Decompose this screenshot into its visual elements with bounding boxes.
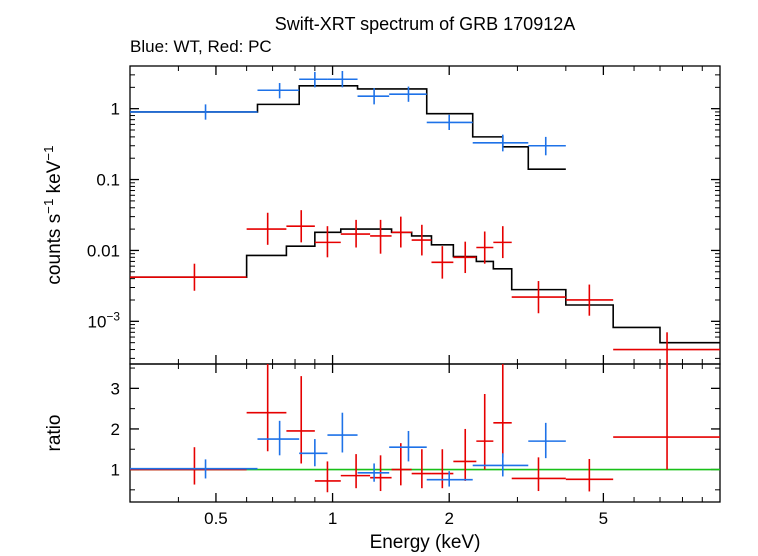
y-tick-label: 0.01 [87,241,120,260]
y-axis-label-top: counts s−1 keV−1 [41,145,66,284]
chart-container: Swift-XRT spectrum of GRB 170912ABlue: W… [0,0,758,556]
x-axis-label: Energy (keV) [370,532,481,553]
y-axis-label-bottom: ratio [44,415,65,452]
x-tick-label: 5 [599,509,608,528]
y-tick-label-bottom: 2 [111,420,120,439]
y-tick-label-bottom: 1 [111,461,120,480]
chart-title: Swift-XRT spectrum of GRB 170912A [275,14,575,34]
x-tick-label: 1 [328,509,337,528]
chart-subtitle: Blue: WT, Red: PC [130,37,272,56]
chart-svg: Swift-XRT spectrum of GRB 170912ABlue: W… [0,0,758,556]
y-tick-label-bottom: 3 [111,379,120,398]
y-tick-label: 1 [111,100,120,119]
y-tick-label: 0.1 [96,171,120,190]
x-tick-label: 2 [444,509,453,528]
x-tick-label: 0.5 [204,509,228,528]
